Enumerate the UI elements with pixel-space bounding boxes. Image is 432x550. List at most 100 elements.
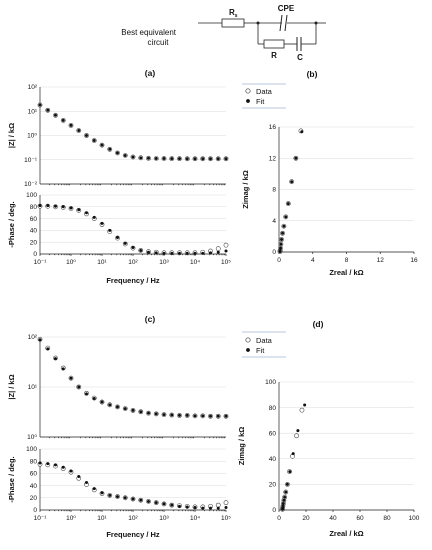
fit-point: [100, 143, 104, 147]
fit-point: [108, 147, 112, 151]
x-tick-label: 10³: [159, 259, 169, 266]
fit-point: [290, 180, 294, 184]
fit-point: [162, 157, 166, 161]
y-tick-label: 40: [269, 456, 277, 463]
fit-point: [108, 228, 112, 232]
fit-point: [177, 251, 181, 255]
fit-point: [170, 157, 174, 161]
legend-top-fit-label: Fit: [256, 97, 265, 106]
legend-top-data-marker: [245, 88, 251, 94]
fit-point: [53, 204, 57, 208]
fit-point: [115, 151, 119, 155]
fit-point: [77, 474, 81, 478]
fit-point: [185, 157, 189, 161]
fit-point: [284, 490, 288, 494]
fit-point: [139, 156, 143, 160]
x-tick-label: 10²: [128, 515, 138, 522]
x-tick-label: 10⁰: [66, 515, 76, 522]
fit-point: [177, 157, 181, 161]
plot-b-nyquist: 0 4 8 12 16 0 4 8 12 16 Zimag / kΩ Zreal / kΩ: [241, 124, 418, 277]
fit-point: [162, 413, 166, 417]
fit-point: [92, 487, 96, 491]
fit-point: [61, 118, 65, 122]
panel-label-d: (d): [313, 319, 324, 329]
fit-point: [139, 410, 143, 414]
y-axis-label: Zimag / kΩ: [237, 427, 246, 466]
fit-point: [61, 465, 65, 469]
y-tick-label: 100: [265, 379, 276, 386]
fit-point: [139, 498, 143, 502]
fit-point: [280, 238, 284, 241]
fit-point: [281, 502, 285, 506]
fit-point: [170, 503, 174, 507]
plot-c-magnitude: 10² 10¹ 10⁰ |Z| / kΩ: [7, 334, 229, 441]
x-tick-label: 10¹: [97, 259, 107, 266]
fit-point: [170, 251, 174, 255]
fit-point: [216, 250, 220, 254]
x-tick-label: 4: [311, 257, 315, 264]
x-tick-label: 0: [277, 515, 281, 522]
y-tick-label: 10²: [28, 334, 38, 341]
y-tick-label: 80: [30, 458, 38, 465]
legend-bottom-fit-label: Fit: [256, 346, 265, 355]
x-tick-label: 8: [345, 257, 349, 264]
fit-point: [38, 461, 42, 465]
legend-bottom-data-label: Data: [256, 336, 273, 345]
fit-point: [208, 506, 212, 510]
x-tick-label: 20: [302, 515, 310, 522]
y-tick-label: 10⁰: [27, 133, 37, 140]
fit-point: [146, 156, 150, 160]
x-tick-label: 12: [377, 257, 385, 264]
data-point: [215, 502, 221, 508]
fit-point: [77, 385, 81, 389]
fit-point: [92, 215, 96, 219]
c-label: C: [297, 53, 303, 62]
fit-point: [281, 231, 285, 235]
legend-top: Data Fit: [242, 83, 286, 109]
fit-point: [69, 376, 73, 380]
fit-point: [123, 153, 127, 157]
fit-point: [208, 414, 212, 418]
fit-point: [46, 108, 50, 112]
fit-point: [224, 506, 228, 510]
fit-point: [154, 156, 158, 160]
fit-point: [53, 113, 57, 117]
x-tick-label: 10⁵: [221, 515, 231, 522]
data-point: [223, 242, 229, 248]
fit-point: [46, 347, 50, 351]
fit-point: [193, 251, 197, 255]
fit-point: [216, 414, 220, 418]
rs-label: Rs: [229, 8, 238, 19]
fit-point: [38, 103, 42, 107]
fit-point: [84, 392, 88, 396]
y-tick-label: 60: [30, 216, 38, 223]
circuit-label-line1: Best equivalent: [121, 28, 176, 37]
panel-label-c: (c): [145, 314, 156, 324]
fit-point: [288, 470, 292, 474]
data-point: [299, 407, 305, 413]
x-tick-label: 10⁵: [221, 259, 231, 266]
fit-point: [100, 491, 104, 495]
fit-point: [100, 221, 104, 225]
fit-point: [154, 501, 158, 505]
fit-point: [201, 157, 205, 161]
fit-point: [154, 251, 158, 255]
y-axis-label: Zimag / kΩ: [241, 170, 250, 209]
fit-point: [123, 241, 127, 245]
fit-point: [84, 211, 88, 215]
x-tick-label: 10⁴: [190, 259, 200, 266]
plot-d-nyquist: 0 20 40 60 80 100 0 20 40 60 80 100 Zimag / kΩ Zreal …: [237, 379, 420, 538]
y-tick-label: 0: [272, 249, 276, 256]
y-tick-label: 20: [30, 239, 38, 246]
fit-point: [46, 462, 50, 466]
fit-point: [115, 235, 119, 239]
fit-point: [131, 155, 135, 159]
y-tick-label: 4: [272, 218, 276, 225]
fit-point: [69, 206, 73, 210]
fit-point: [177, 504, 181, 508]
y-tick-label: 0: [33, 251, 37, 258]
y-tick-label: 20: [30, 495, 38, 502]
plot-c-phase: 0 20 40 60 80 100 10⁻¹ 10⁰ 10¹ 10² 10³ 10⁴ 10⁵ -Phase…: [7, 446, 231, 539]
y-tick-label: 10²: [28, 84, 38, 91]
fit-point: [131, 497, 135, 501]
